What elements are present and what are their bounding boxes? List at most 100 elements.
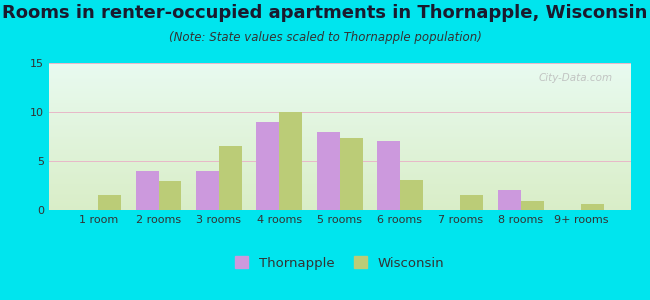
Bar	[49, 133, 630, 134]
Bar	[49, 184, 630, 185]
Bar	[136, 171, 159, 210]
Bar	[49, 73, 630, 74]
Bar	[49, 204, 630, 205]
Bar	[49, 140, 630, 141]
Bar	[49, 119, 630, 120]
Bar	[49, 181, 630, 182]
Bar	[49, 155, 630, 156]
Bar	[49, 93, 630, 94]
Bar	[49, 180, 630, 181]
Bar	[49, 68, 630, 69]
Bar	[49, 137, 630, 138]
Bar	[49, 163, 630, 164]
Bar	[49, 66, 630, 67]
Bar	[49, 205, 630, 206]
Bar	[49, 87, 630, 88]
Bar	[49, 158, 630, 159]
Bar	[49, 170, 630, 171]
Bar	[49, 167, 630, 168]
Bar	[49, 196, 630, 197]
Bar	[196, 171, 219, 210]
Bar	[49, 182, 630, 183]
Bar	[49, 104, 630, 105]
Bar	[49, 189, 630, 190]
Bar	[49, 127, 630, 128]
Bar	[49, 84, 630, 85]
Bar	[49, 69, 630, 70]
Bar	[49, 190, 630, 191]
Bar	[49, 186, 630, 187]
Bar	[49, 129, 630, 130]
Bar	[49, 135, 630, 136]
Bar	[49, 105, 630, 106]
Bar	[49, 82, 630, 83]
Bar	[49, 79, 630, 80]
Bar	[460, 195, 484, 210]
Bar	[49, 63, 630, 64]
Bar	[49, 157, 630, 158]
Bar	[49, 203, 630, 204]
Bar	[49, 108, 630, 109]
Bar	[49, 131, 630, 132]
Bar	[49, 128, 630, 129]
Bar	[49, 90, 630, 91]
Bar	[49, 187, 630, 188]
Bar	[49, 172, 630, 173]
Bar	[49, 207, 630, 208]
Bar	[49, 100, 630, 101]
Legend: Thornapple, Wisconsin: Thornapple, Wisconsin	[235, 256, 445, 270]
Bar	[49, 113, 630, 114]
Bar	[49, 194, 630, 195]
Bar	[49, 200, 630, 201]
Bar	[49, 188, 630, 189]
Bar	[49, 175, 630, 176]
Bar	[49, 151, 630, 152]
Bar	[49, 201, 630, 202]
Bar	[49, 97, 630, 98]
Bar	[49, 110, 630, 111]
Bar	[49, 100, 630, 101]
Bar	[49, 80, 630, 81]
Bar	[49, 174, 630, 175]
Bar	[49, 76, 630, 77]
Bar	[49, 65, 630, 66]
Bar	[49, 103, 630, 104]
Bar	[49, 178, 630, 179]
Bar	[49, 94, 630, 95]
Bar	[49, 83, 630, 84]
Bar	[49, 160, 630, 161]
Bar	[49, 112, 630, 113]
Bar	[49, 72, 630, 73]
Bar	[49, 143, 630, 144]
Bar	[49, 197, 630, 198]
Bar	[49, 86, 630, 87]
Bar	[49, 64, 630, 65]
Bar	[49, 95, 630, 96]
Bar	[498, 190, 521, 210]
Bar	[49, 117, 630, 118]
Bar	[49, 134, 630, 135]
Bar	[49, 146, 630, 147]
Bar	[377, 141, 400, 210]
Bar	[49, 208, 630, 209]
Bar	[49, 152, 630, 153]
Bar	[49, 124, 630, 125]
Bar	[49, 81, 630, 82]
Bar	[49, 118, 630, 119]
Bar	[49, 148, 630, 149]
Bar	[49, 121, 630, 122]
Bar	[49, 156, 630, 157]
Bar	[49, 185, 630, 186]
Bar	[49, 102, 630, 103]
Bar	[49, 107, 630, 108]
Bar	[49, 77, 630, 78]
Bar	[49, 179, 630, 180]
Bar	[280, 112, 302, 210]
Bar	[49, 138, 630, 139]
Bar	[98, 195, 121, 210]
Bar	[49, 115, 630, 116]
Bar	[49, 209, 630, 210]
Bar	[49, 206, 630, 207]
Bar	[49, 116, 630, 117]
Bar	[49, 136, 630, 137]
